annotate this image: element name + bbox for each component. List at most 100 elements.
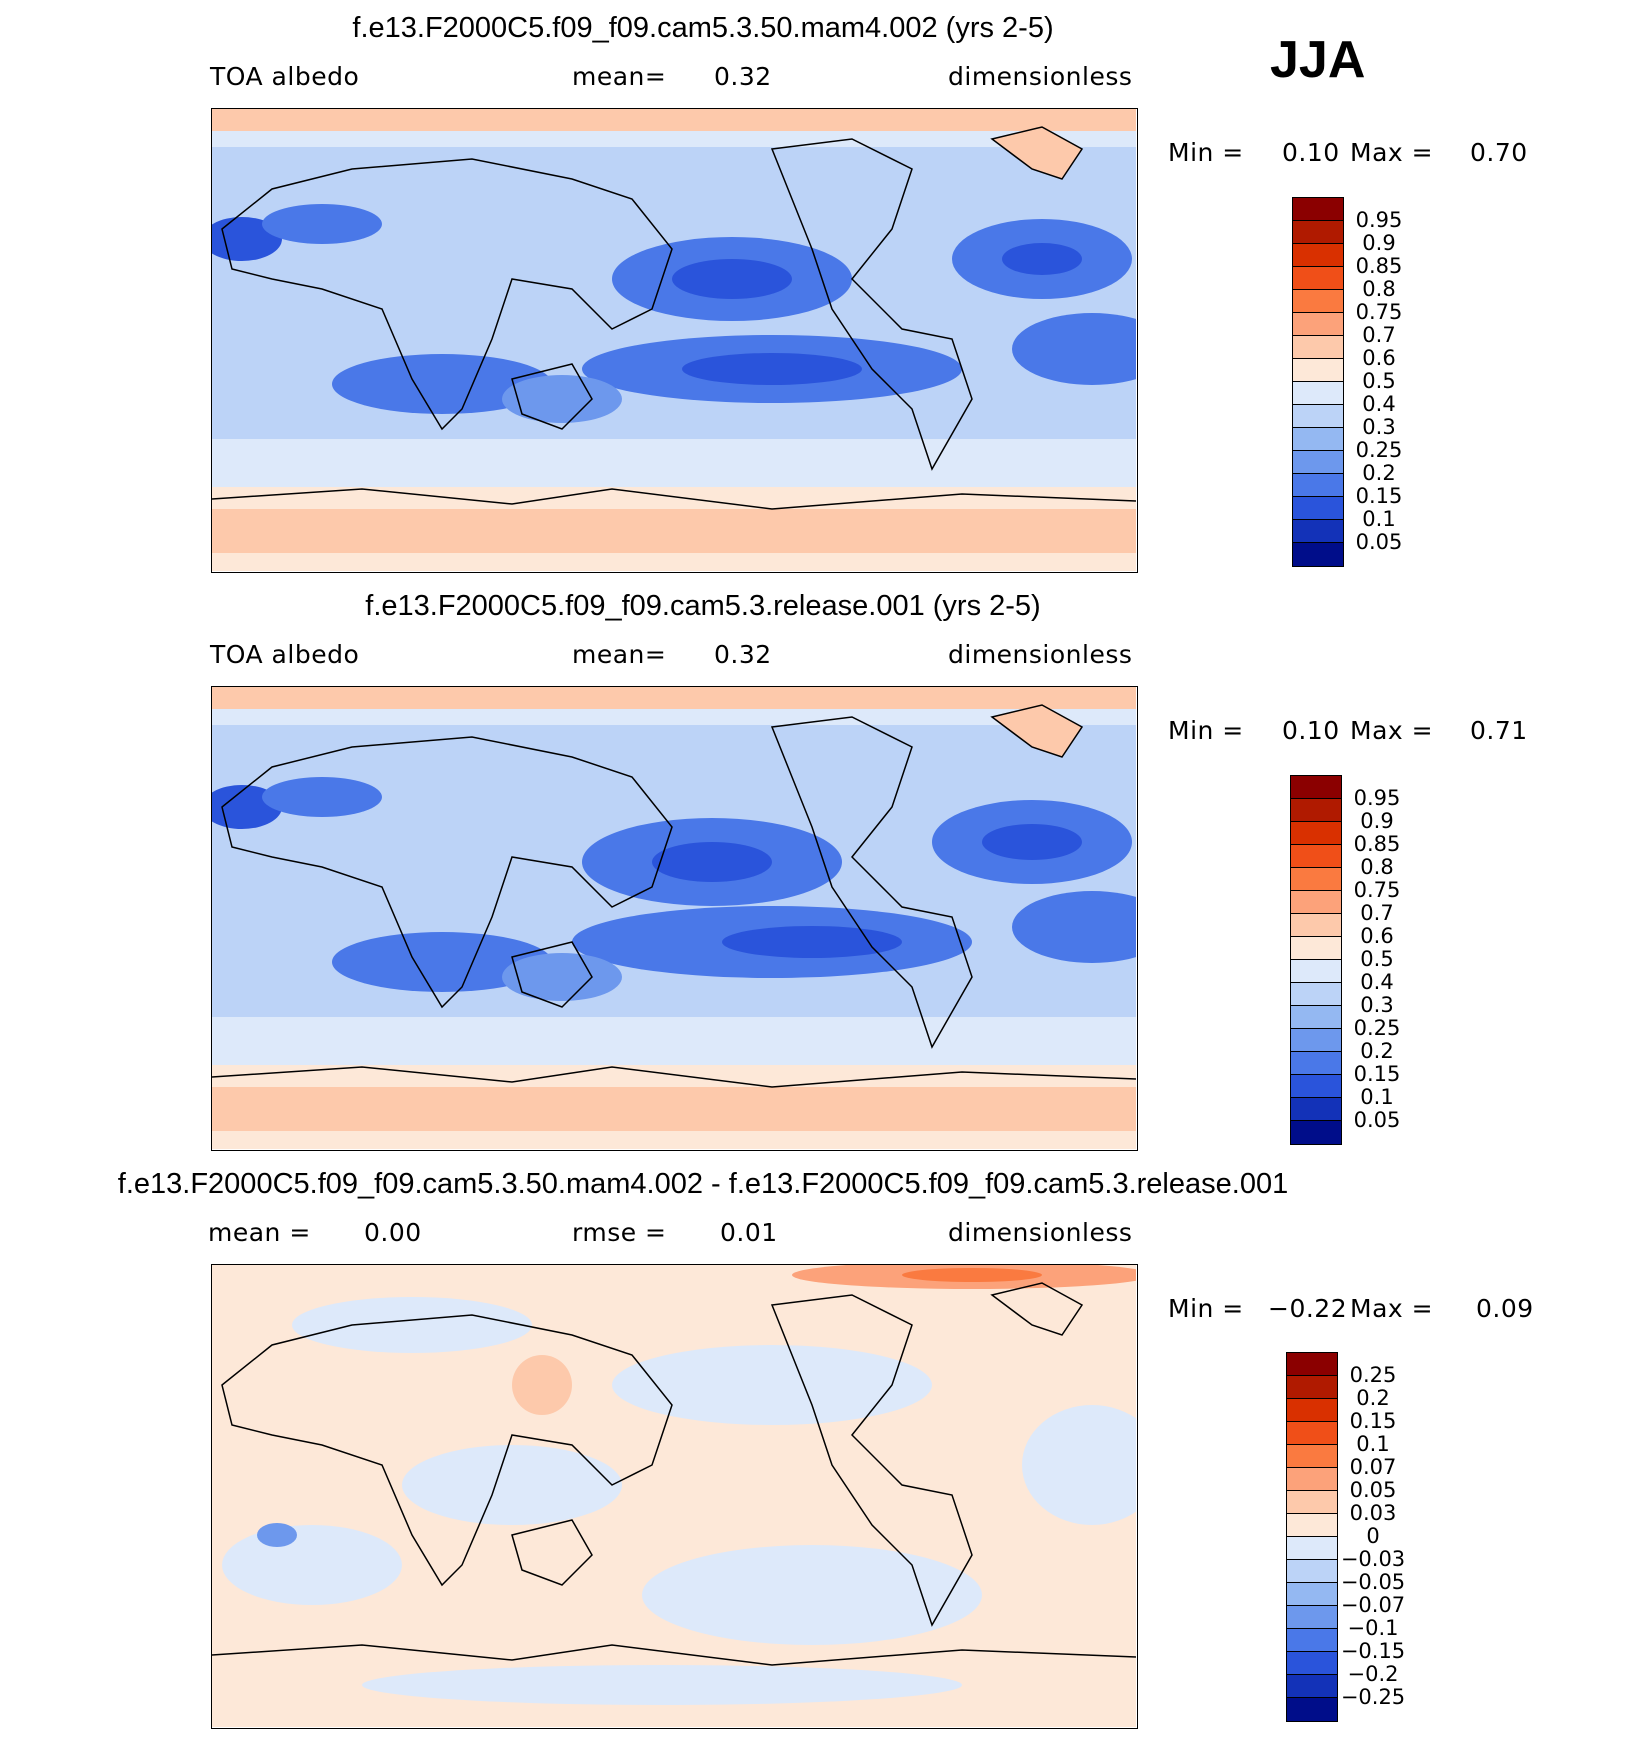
colorbar-swatch — [1291, 1098, 1341, 1121]
colorbar-tick-label: 0.7 — [1362, 323, 1396, 347]
colorbar-tick-label: 0.7 — [1360, 901, 1394, 925]
panel-1-title: f.e13.F2000C5.f09_f09.cam5.3.50.mam4.002… — [352, 12, 1054, 44]
colorbar-tick-label: 0.05 — [1355, 530, 1403, 554]
colorbar-swatch — [1291, 845, 1341, 868]
colorbar-swatch — [1287, 1560, 1337, 1583]
colorbar-swatch — [1291, 1006, 1341, 1029]
colorbar-swatch — [1291, 1075, 1341, 1098]
panel-1-mean-value: 0.32 — [714, 62, 772, 91]
panel-3-min-label: Min = — [1168, 1294, 1244, 1323]
panel-2-variable: TOA albedo — [210, 640, 360, 669]
colorbar-swatch — [1287, 1376, 1337, 1399]
panel-3-mean-label: mean = — [208, 1218, 311, 1247]
panel-3-max-label: Max = — [1350, 1294, 1434, 1323]
panel-3-units: dimensionless — [948, 1218, 1133, 1247]
panel-1-units: dimensionless — [948, 62, 1133, 91]
colorbar-tick-label: 0.05 — [1349, 1478, 1397, 1502]
colorbar-swatch — [1293, 428, 1343, 451]
colorbar-tick-label: 0.2 — [1356, 1386, 1390, 1410]
colorbar-swatch — [1287, 1422, 1337, 1445]
colorbar-tick-label: 0.75 — [1353, 878, 1401, 902]
colorbar-tick-label: 0.8 — [1360, 855, 1394, 879]
colorbar-tick-label: 0.85 — [1355, 254, 1403, 278]
colorbar-swatch — [1291, 1029, 1341, 1052]
colorbar-tick-label: −0.07 — [1340, 1593, 1406, 1617]
panel-3-colorbar — [1286, 1352, 1338, 1722]
colorbar-tick-label: 0.2 — [1362, 461, 1396, 485]
season-label: JJA — [1270, 31, 1366, 89]
panel-2-mean-label: mean= — [572, 640, 667, 669]
colorbar-swatch — [1291, 868, 1341, 891]
panel-2-min-label: Min = — [1168, 716, 1244, 745]
colorbar-tick-label: 0.2 — [1360, 1039, 1394, 1063]
panel-1-min-value: 0.10 — [1282, 138, 1340, 167]
colorbar-tick-label: 0.75 — [1355, 300, 1403, 324]
panel-2-map-svg — [212, 687, 1136, 1149]
colorbar-tick-label: 0.85 — [1353, 832, 1401, 856]
colorbar-swatch — [1291, 1121, 1341, 1144]
colorbar-swatch — [1293, 382, 1343, 405]
colorbar-swatch — [1293, 313, 1343, 336]
panel-2-min-value: 0.10 — [1282, 716, 1340, 745]
panel-3-rmse-label: rmse = — [572, 1218, 667, 1247]
colorbar-tick-label: −0.1 — [1347, 1616, 1399, 1640]
colorbar-swatch — [1293, 520, 1343, 543]
panel-1-colorbar — [1292, 197, 1344, 567]
colorbar-tick-label: −0.25 — [1340, 1685, 1406, 1709]
colorbar-swatch — [1287, 1399, 1337, 1422]
colorbar-swatch — [1287, 1537, 1337, 1560]
colorbar-swatch — [1287, 1629, 1337, 1652]
colorbar-swatch — [1293, 290, 1343, 313]
colorbar-tick-label: 0.9 — [1362, 231, 1396, 255]
panel-1-max-value: 0.70 — [1470, 138, 1528, 167]
panel-1-variable: TOA albedo — [210, 62, 360, 91]
colorbar-tick-label: 0.4 — [1362, 392, 1396, 416]
colorbar-swatch — [1293, 244, 1343, 267]
colorbar-swatch — [1287, 1445, 1337, 1468]
panel-2-map — [211, 686, 1138, 1151]
panel-2-max-label: Max = — [1350, 716, 1434, 745]
panel-1-min-label: Min = — [1168, 138, 1244, 167]
colorbar-swatch — [1287, 1698, 1337, 1721]
colorbar-swatch — [1287, 1675, 1337, 1698]
colorbar-tick-label: 0.15 — [1355, 484, 1403, 508]
panel-2-max-value: 0.71 — [1470, 716, 1528, 745]
colorbar-swatch — [1293, 359, 1343, 382]
colorbar-tick-label: 0.1 — [1360, 1085, 1394, 1109]
colorbar-swatch — [1291, 776, 1341, 799]
colorbar-swatch — [1293, 221, 1343, 244]
panel-2-units: dimensionless — [948, 640, 1133, 669]
colorbar-tick-label: 0.8 — [1362, 277, 1396, 301]
colorbar-swatch — [1287, 1606, 1337, 1629]
panel-1-map-svg — [212, 109, 1136, 571]
colorbar-swatch — [1293, 267, 1343, 290]
colorbar-tick-label: 0.6 — [1360, 924, 1394, 948]
colorbar-swatch — [1293, 474, 1343, 497]
colorbar-tick-label: 0.03 — [1349, 1501, 1397, 1525]
colorbar-tick-label: 0.25 — [1355, 438, 1403, 462]
panel-3-map-svg — [212, 1265, 1136, 1727]
colorbar-swatch — [1287, 1514, 1337, 1537]
colorbar-tick-label: 0.1 — [1362, 507, 1396, 531]
colorbar-swatch — [1291, 1052, 1341, 1075]
colorbar-tick-label: 0.3 — [1362, 415, 1396, 439]
panel-1-max-label: Max = — [1350, 138, 1434, 167]
panel-3-title: f.e13.F2000C5.f09_f09.cam5.3.50.mam4.002… — [117, 1168, 1289, 1200]
panel-2-colorbar — [1290, 775, 1342, 1145]
colorbar-tick-label: 0.9 — [1360, 809, 1394, 833]
panel-3-max-value: 0.09 — [1476, 1294, 1534, 1323]
colorbar-swatch — [1287, 1468, 1337, 1491]
panel-2-mean-value: 0.32 — [714, 640, 772, 669]
colorbar-tick-label: 0.3 — [1360, 993, 1394, 1017]
colorbar-tick-label: 0.15 — [1349, 1409, 1397, 1433]
colorbar-tick-label: 0.07 — [1349, 1455, 1397, 1479]
colorbar-tick-label: −0.03 — [1340, 1547, 1406, 1571]
colorbar-tick-label: 0.05 — [1353, 1108, 1401, 1132]
colorbar-tick-label: 0.1 — [1356, 1432, 1390, 1456]
colorbar-swatch — [1291, 891, 1341, 914]
colorbar-tick-label: 0 — [1366, 1524, 1380, 1548]
colorbar-swatch — [1293, 497, 1343, 520]
colorbar-swatch — [1291, 914, 1341, 937]
colorbar-tick-label: 0.4 — [1360, 970, 1394, 994]
colorbar-swatch — [1293, 405, 1343, 428]
